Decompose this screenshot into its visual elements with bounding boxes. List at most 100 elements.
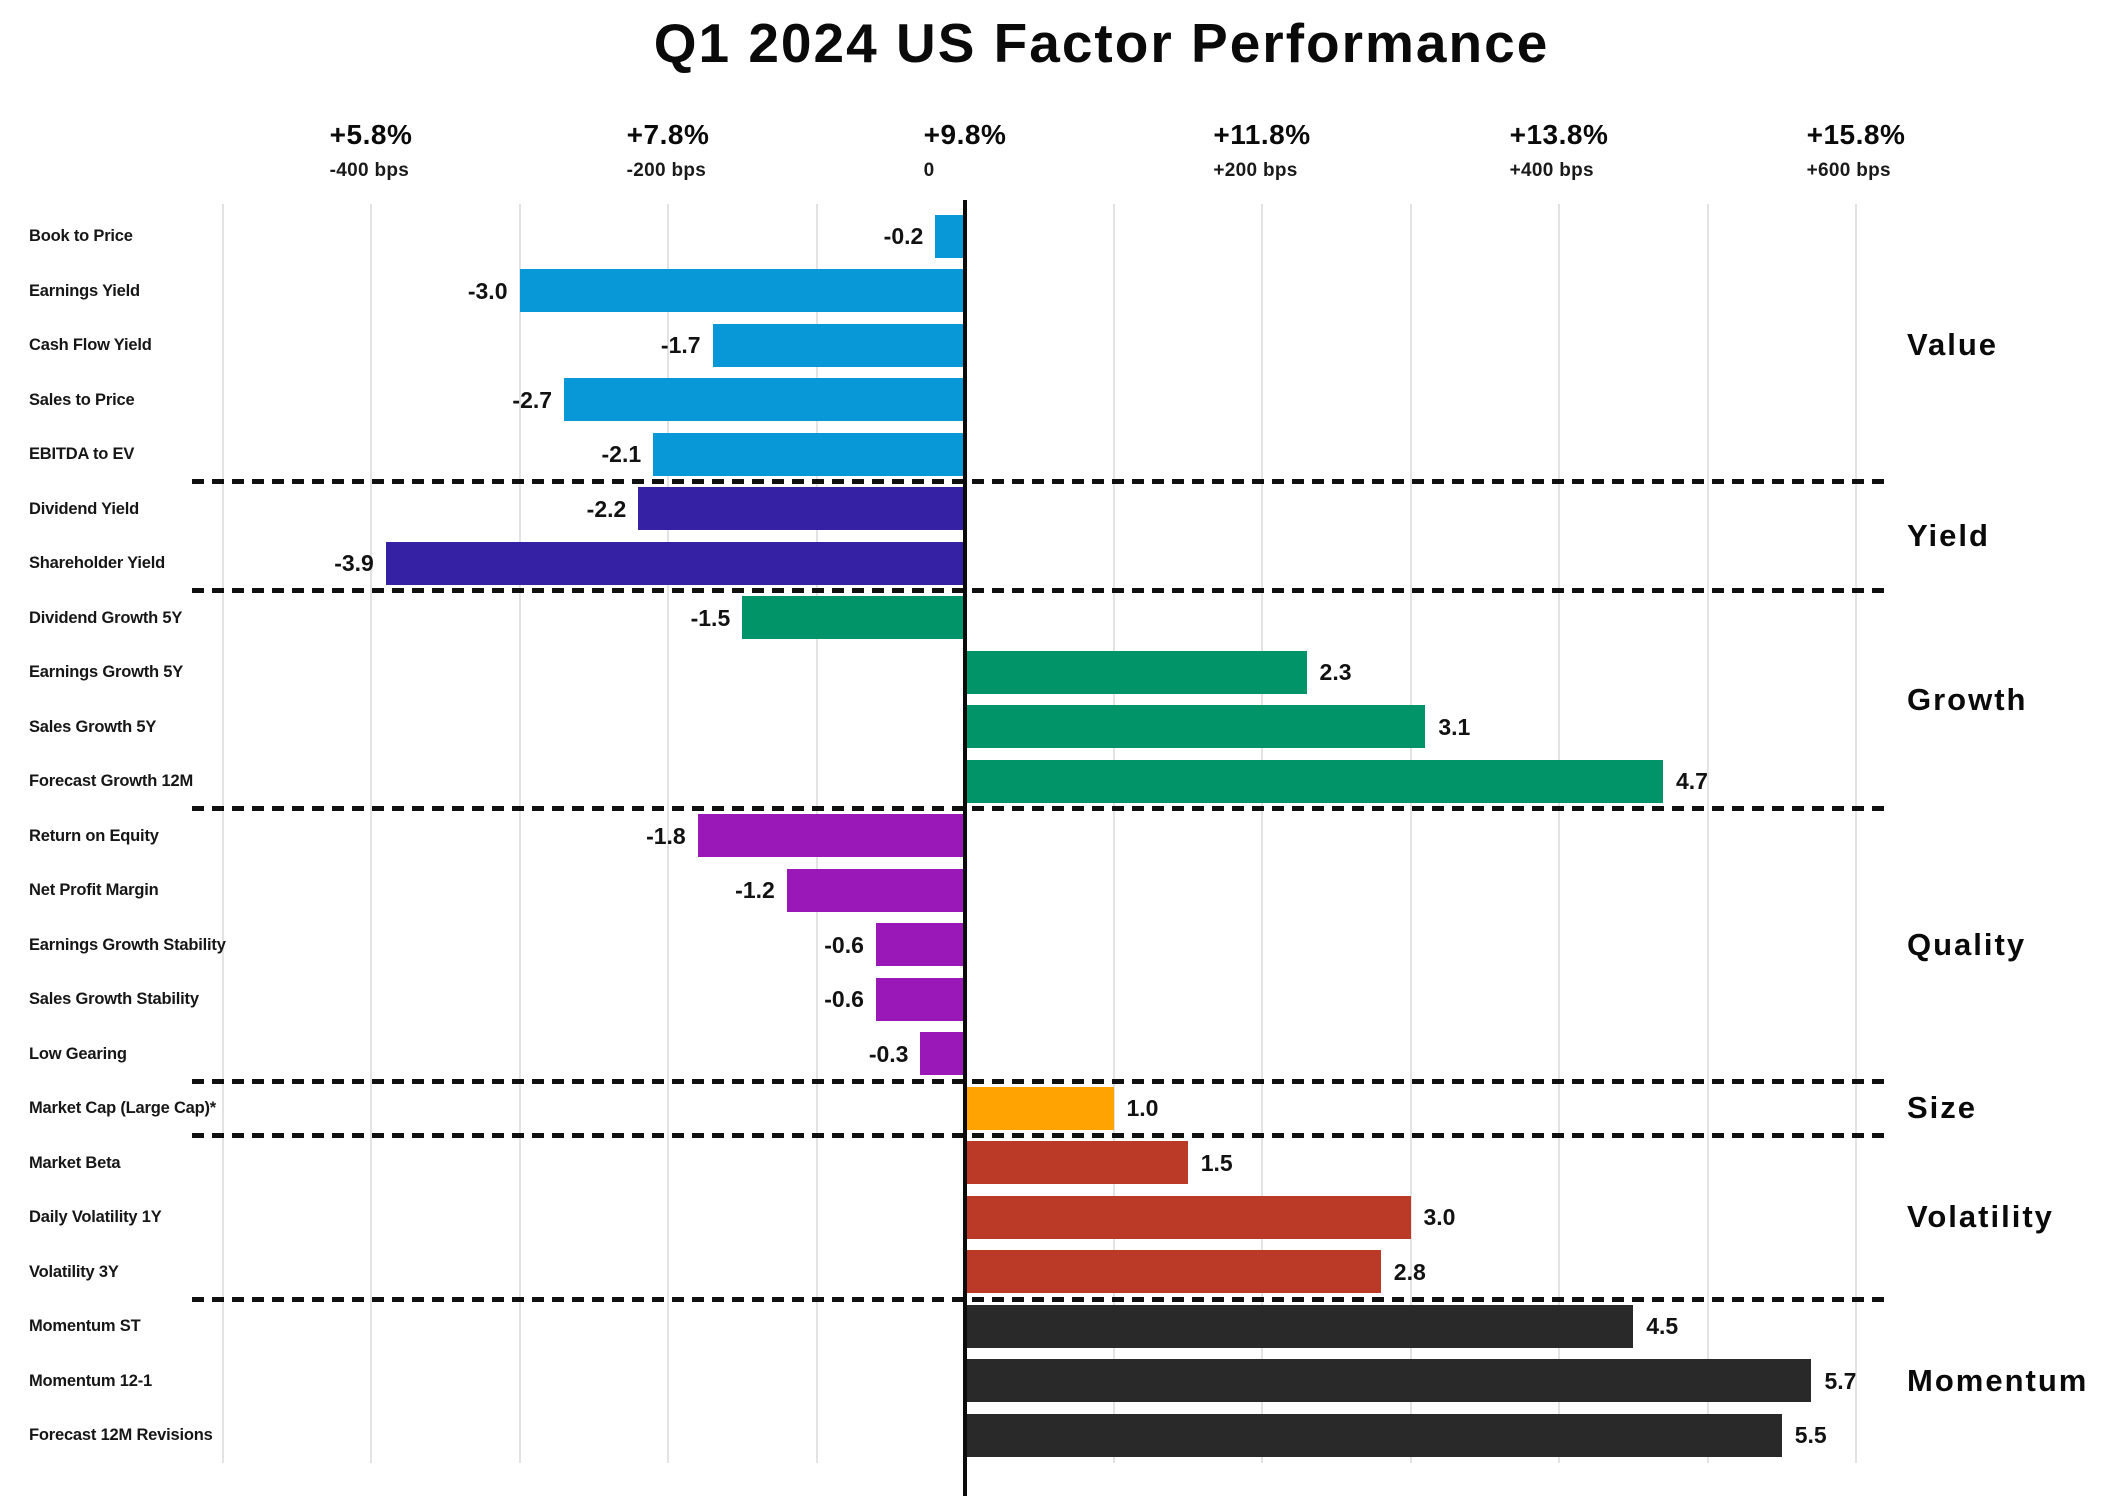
bar-value-label: 5.5 (1794, 1422, 1827, 1449)
category-label: Cash Flow Yield (29, 336, 152, 355)
axis-tick: +13.8% +400 bps (1510, 118, 1609, 182)
gridline (1706, 204, 1709, 1463)
bar (965, 1086, 1114, 1130)
bar (965, 650, 1307, 694)
category-label: Book to Price (29, 227, 133, 246)
axis-tick: +5.8% -400 bps (330, 118, 413, 182)
category-label: Daily Volatility 1Y (29, 1208, 162, 1227)
axis-tick-percent-label: +11.8% (1213, 119, 1311, 150)
group-label: Momentum (1907, 1362, 2089, 1398)
category-label: Dividend Growth 5Y (29, 608, 183, 627)
bar (965, 705, 1426, 749)
category-label: Low Gearing (29, 1044, 127, 1063)
chart-title: Q1 2024 US Factor Performance (653, 12, 1550, 74)
group-separator-line (192, 1296, 1892, 1302)
axis-tick-percent-label: +15.8% (1806, 119, 1906, 150)
bar-value-label: -0.3 (868, 1040, 909, 1067)
gridline (1261, 204, 1263, 1463)
category-label: Sales Growth 5Y (29, 717, 157, 736)
axis-tick: +15.8% +600 bps (1807, 118, 1906, 182)
bar (965, 1195, 1411, 1239)
group-label: Size (1907, 1090, 1978, 1126)
bar (965, 1250, 1381, 1294)
group-separator-line (192, 1133, 1892, 1138)
axis-tick-bps-label: +200 bps (1213, 160, 1298, 181)
category-label: Market Beta (29, 1153, 121, 1172)
group-separator-line (192, 479, 1892, 484)
bar-value-label: 2.8 (1393, 1258, 1426, 1285)
bar (920, 1032, 965, 1076)
axis-tick-bps-label: +600 bps (1806, 160, 1891, 181)
bar-value-label: -0.2 (883, 223, 924, 250)
category-label: Sales to Price (29, 390, 135, 409)
bar-value-label: -1.8 (646, 822, 686, 849)
bar-value-label: 1.0 (1126, 1095, 1159, 1122)
group-label: Growth (1907, 681, 2028, 717)
category-label: Sales Growth Stability (29, 990, 199, 1009)
gridline (518, 204, 521, 1463)
category-label: Volatility 3Y (29, 1262, 119, 1281)
gridline (221, 204, 224, 1463)
bar-value-label: 3.0 (1423, 1204, 1456, 1231)
bar (875, 923, 965, 967)
group-separator-line (192, 588, 1892, 593)
axis-tick-percent-label: +13.8% (1509, 119, 1609, 150)
gridline (1409, 204, 1412, 1463)
bar-value-label: -1.5 (690, 604, 731, 631)
bar (965, 1304, 1634, 1348)
axis-tick: +7.8% -200 bps (627, 118, 710, 182)
bar-value-label: 4.5 (1646, 1313, 1679, 1340)
category-label: Forecast 12M Revisions (29, 1426, 213, 1445)
bar (965, 1359, 1812, 1403)
gridline (370, 204, 372, 1463)
bar-value-label: -3.0 (467, 277, 508, 304)
axis-tick: +11.8% +200 bps (1213, 118, 1310, 182)
category-label: Market Cap (Large Cap)* (29, 1099, 217, 1118)
bar-value-label: 3.1 (1438, 713, 1471, 740)
bar-value-label: -0.6 (824, 986, 864, 1013)
group-label: Quality (1907, 926, 2027, 962)
bar (653, 432, 965, 476)
category-label: Earnings Growth 5Y (29, 663, 184, 682)
bar (965, 759, 1663, 803)
bar-value-label: 2.3 (1319, 659, 1352, 686)
bar-value-label: 5.7 (1824, 1367, 1857, 1394)
bar (742, 596, 965, 640)
category-label: Forecast Growth 12M (29, 772, 193, 791)
bar (875, 977, 965, 1021)
axis-tick-percent-label: +9.8% (923, 119, 1007, 150)
group-separator-line (192, 1078, 1892, 1084)
category-label: Earnings Growth Stability (29, 935, 226, 954)
bar-value-label: -2.2 (586, 495, 627, 522)
axis-tick-bps-label: 0 (923, 160, 935, 181)
category-label: Earnings Yield (29, 281, 140, 300)
bar-value-label: -2.7 (512, 386, 553, 413)
gridline (1855, 204, 1857, 1463)
bar (519, 269, 965, 313)
bar (385, 541, 965, 585)
bar-value-label: -1.7 (660, 332, 701, 359)
bar-value-label: 1.5 (1200, 1149, 1233, 1176)
bar (935, 214, 965, 258)
category-label: Shareholder Yield (29, 554, 165, 573)
category-label: Return on Equity (29, 826, 159, 845)
category-label: Momentum ST (29, 1317, 141, 1336)
bar-value-label: 4.7 (1675, 768, 1708, 795)
gridline (1112, 204, 1115, 1463)
bar (638, 487, 965, 531)
category-label: Momentum 12-1 (29, 1371, 153, 1390)
category-label: Dividend Yield (29, 499, 139, 518)
category-label: EBITDA to EV (29, 445, 135, 464)
bar-value-label: -1.2 (735, 877, 775, 904)
group-separator-line (192, 806, 1892, 811)
gridline (1558, 204, 1560, 1463)
group-label: Yield (1907, 518, 1990, 553)
axis-tick: +9.8% 0 (924, 118, 1007, 182)
group-label: Value (1907, 327, 1998, 363)
group-label: Volatility (1907, 1199, 2054, 1235)
axis-tick-percent-label: +5.8% (329, 119, 413, 150)
axis-tick-bps-label: -400 bps (329, 160, 410, 181)
bar-value-label: -0.6 (824, 931, 864, 958)
zero-axis-line (963, 200, 967, 1496)
